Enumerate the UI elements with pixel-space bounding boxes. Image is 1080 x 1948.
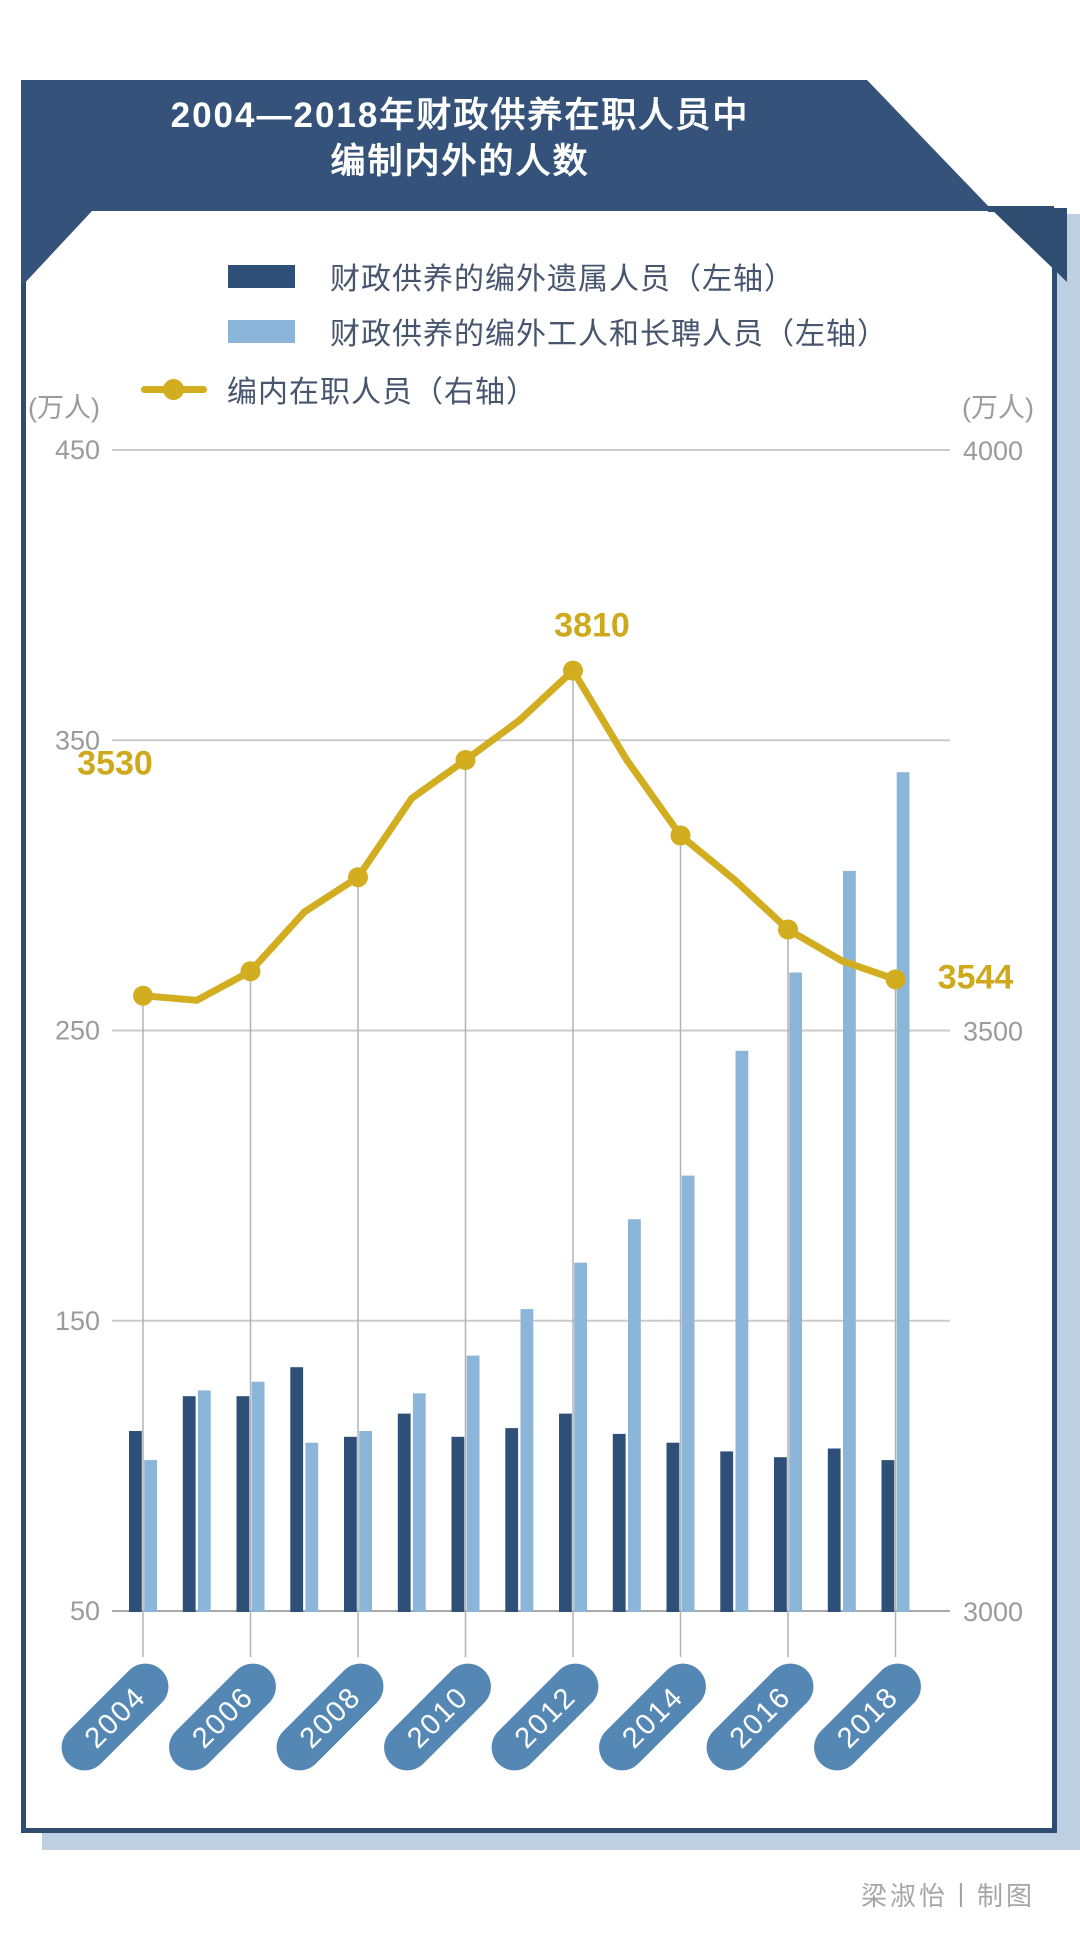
year-pill-2014 (599, 1663, 706, 1771)
line-series (139, 667, 899, 1004)
line-marker-2012 (563, 660, 583, 681)
bar-dark-2010 (451, 1436, 465, 1612)
bar-dark-2017 (827, 1448, 841, 1612)
bar-dark-2008 (344, 1436, 357, 1612)
legend-item-workers-bar: 财政供养的编外工人和长聘人员（左轴） (228, 316, 888, 351)
line-value-label-3810: 3810 (554, 607, 630, 645)
line-marker-2004 (133, 985, 153, 1006)
title-line-2: 编制内外的人数 (330, 142, 590, 181)
bar-light-2018 (896, 772, 910, 1612)
bar-light-2017 (843, 870, 856, 1612)
dark-bar-swatch (228, 264, 295, 288)
bar-dark-2012 (559, 1413, 572, 1612)
bar-dark-2015 (720, 1451, 734, 1612)
x-axis-label-2006: 2006 (169, 1663, 276, 1771)
bar-light-2012 (574, 1262, 587, 1612)
bar-dark-2013 (612, 1433, 626, 1612)
left-axis-tick-250: 250 (55, 1016, 100, 1046)
bar-light-2008 (359, 1431, 372, 1612)
line-swatch-dot (163, 378, 184, 400)
x-axis-label-2018: 2018 (814, 1663, 921, 1771)
corner-fold-triangle (990, 208, 1067, 282)
bar-light-2014 (681, 1175, 695, 1612)
year-pill-2012 (491, 1663, 599, 1771)
right-axis-unit: (万人) (962, 393, 1034, 423)
x-axis-label-2008: 2008 (276, 1663, 384, 1771)
x-axis-label-2016: 2016 (706, 1663, 814, 1771)
title-banner-shape (21, 80, 993, 287)
legend-label-workers: 财政供养的编外工人和长聘人员（左轴） (330, 318, 888, 351)
x-axis-label-2012: 2012 (491, 1663, 599, 1771)
left-axis-tick-450: 450 (55, 435, 100, 465)
year-pill-2006 (169, 1663, 276, 1771)
bar-dark-2011 (505, 1428, 519, 1612)
line-value-label-3530: 3530 (77, 745, 153, 783)
bar-light-2011 (520, 1309, 534, 1612)
year-pill-2004 (61, 1663, 169, 1771)
right-axis-tick-3500: 3500 (963, 1017, 1023, 1047)
line-marker-2010 (455, 750, 476, 770)
bar-light-2010 (466, 1355, 480, 1612)
frame-bottom-border (21, 1828, 1057, 1833)
legend-label-staff: 编内在职人员（右轴） (227, 376, 537, 409)
bar-light-2007 (305, 1442, 319, 1612)
frame-right-border (1052, 208, 1057, 1832)
legend-label-dependents: 财政供养的编外遗属人员（左轴） (330, 263, 795, 296)
bar-light-2009 (412, 1393, 426, 1612)
bar-dark-2007 (290, 1367, 304, 1612)
bar-dark-2018 (881, 1460, 895, 1612)
bar-dark-2005 (182, 1396, 196, 1612)
line-marker-2018 (885, 969, 906, 990)
line-value-label-3544: 3544 (938, 958, 1014, 996)
light-bar-swatch (228, 319, 295, 343)
bar-dark-2016 (774, 1457, 787, 1612)
bar-light-2016 (789, 972, 802, 1612)
frame-left-border (21, 84, 26, 1832)
left-axis-tick-350: 350 (55, 725, 100, 755)
bar-dark-2009 (397, 1413, 411, 1612)
bar-dark-2014 (666, 1442, 680, 1612)
line-marker-2008 (348, 867, 368, 888)
left-axis-tick-50: 50 (70, 1596, 100, 1626)
x-axis-label-2014: 2014 (599, 1663, 706, 1771)
credit: 梁淑怡丨制图 (860, 1881, 1035, 1911)
year-pill-2010 (384, 1663, 491, 1771)
bar-light-2006 (251, 1381, 265, 1612)
x-axis-label-2004: 2004 (61, 1663, 169, 1771)
bar-light-2013 (628, 1219, 641, 1612)
year-pill-2008 (276, 1663, 384, 1771)
x-axis-label-2010: 2010 (384, 1663, 491, 1771)
left-axis-unit: (万人) (28, 393, 100, 423)
title-line-1: 2004—2018年财政供养在职人员中 (170, 96, 750, 135)
legend-item-staff-line: 编内在职人员（右轴） (141, 374, 537, 409)
bar-dark-2006 (236, 1396, 250, 1612)
line-marker-2014 (670, 825, 691, 846)
legend-item-dependents-bar: 财政供养的编外遗属人员（左轴） (228, 261, 795, 296)
right-axis-tick-4000: 4000 (963, 436, 1023, 466)
bar-light-2005 (197, 1390, 211, 1612)
year-pill-2018 (814, 1663, 921, 1771)
shadow-band-right (1057, 214, 1080, 1850)
bar-light-2004 (144, 1460, 157, 1612)
bar-light-2015 (735, 1050, 749, 1612)
chart-title: 2004—2018年财政供养在职人员中 编制内外的人数 (80, 93, 840, 185)
line-marker-2006 (240, 961, 261, 982)
right-axis-tick-3000: 3000 (963, 1597, 1023, 1627)
line-swatch (141, 378, 207, 400)
line-marker-2016 (778, 919, 798, 940)
left-axis-tick-150: 150 (55, 1306, 100, 1336)
year-pill-2016 (706, 1663, 814, 1771)
bar-dark-2004 (129, 1431, 142, 1612)
shadow-band-bottom (42, 1833, 1080, 1850)
